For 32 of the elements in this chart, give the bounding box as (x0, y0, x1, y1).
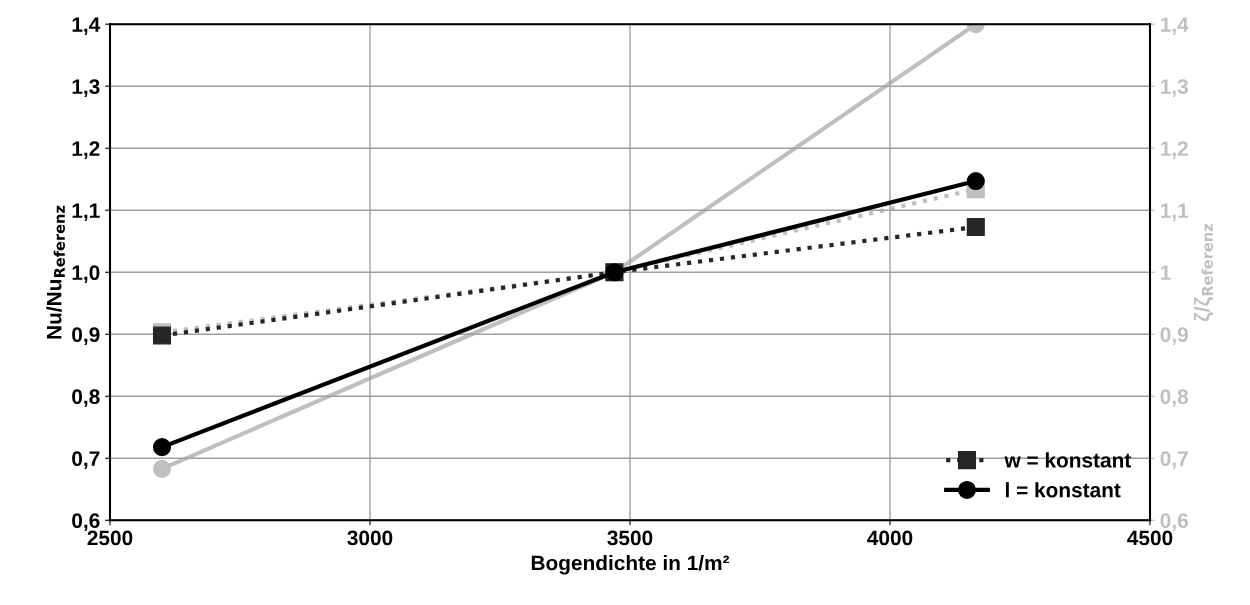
y-tick-label: 0,7 (72, 451, 100, 470)
x-tick-label: 3000 (347, 530, 393, 546)
y2-tick-label: 1,4 (1161, 17, 1189, 35)
x-tick-label: 3500 (607, 530, 653, 546)
y-tick-label: 0,8 (72, 389, 100, 408)
legend-label: w = konstant (1004, 452, 1131, 468)
y-tick-label: 1,3 (72, 79, 100, 97)
y2-tick-label: 0,6 (1160, 513, 1188, 532)
x-tick-label: 4500 (1127, 530, 1173, 546)
y-tick-label: 0,6 (72, 513, 100, 532)
x-tick-label: 4000 (867, 530, 913, 546)
y-tick-label: 1,1 (72, 203, 100, 222)
x-tick-label: 2500 (87, 530, 133, 546)
y2-tick-label: 1,2 (1161, 141, 1188, 159)
y-axis-title: Nu/Nu$_{Referenz}$ (46, 205, 65, 339)
point (152, 438, 172, 457)
x-axis-title: Bogendichte in 1/m² (531, 555, 730, 575)
point (152, 459, 172, 478)
legend-label: l = konstant (1005, 482, 1121, 498)
point (966, 172, 985, 191)
y-tick-label: 1,4 (72, 17, 101, 35)
y2-tick-label: 1,1 (1161, 203, 1189, 222)
y2-tick-label: 1 (1161, 265, 1171, 280)
y2-tick-label: 0,7 (1160, 451, 1188, 470)
y2-tick-label: 0,8 (1160, 389, 1189, 408)
y2-tick-label: 1,3 (1161, 79, 1188, 97)
y-tick-label: 1,0 (72, 265, 100, 284)
y2-tick-label: 0,9 (1160, 327, 1188, 346)
y-tick-label: 1,2 (72, 141, 100, 159)
y-tick-label: 0,9 (72, 327, 100, 346)
point (966, 217, 985, 237)
y2-axis-title: ζ/ζ$_{Referenz}$ (1194, 224, 1214, 322)
